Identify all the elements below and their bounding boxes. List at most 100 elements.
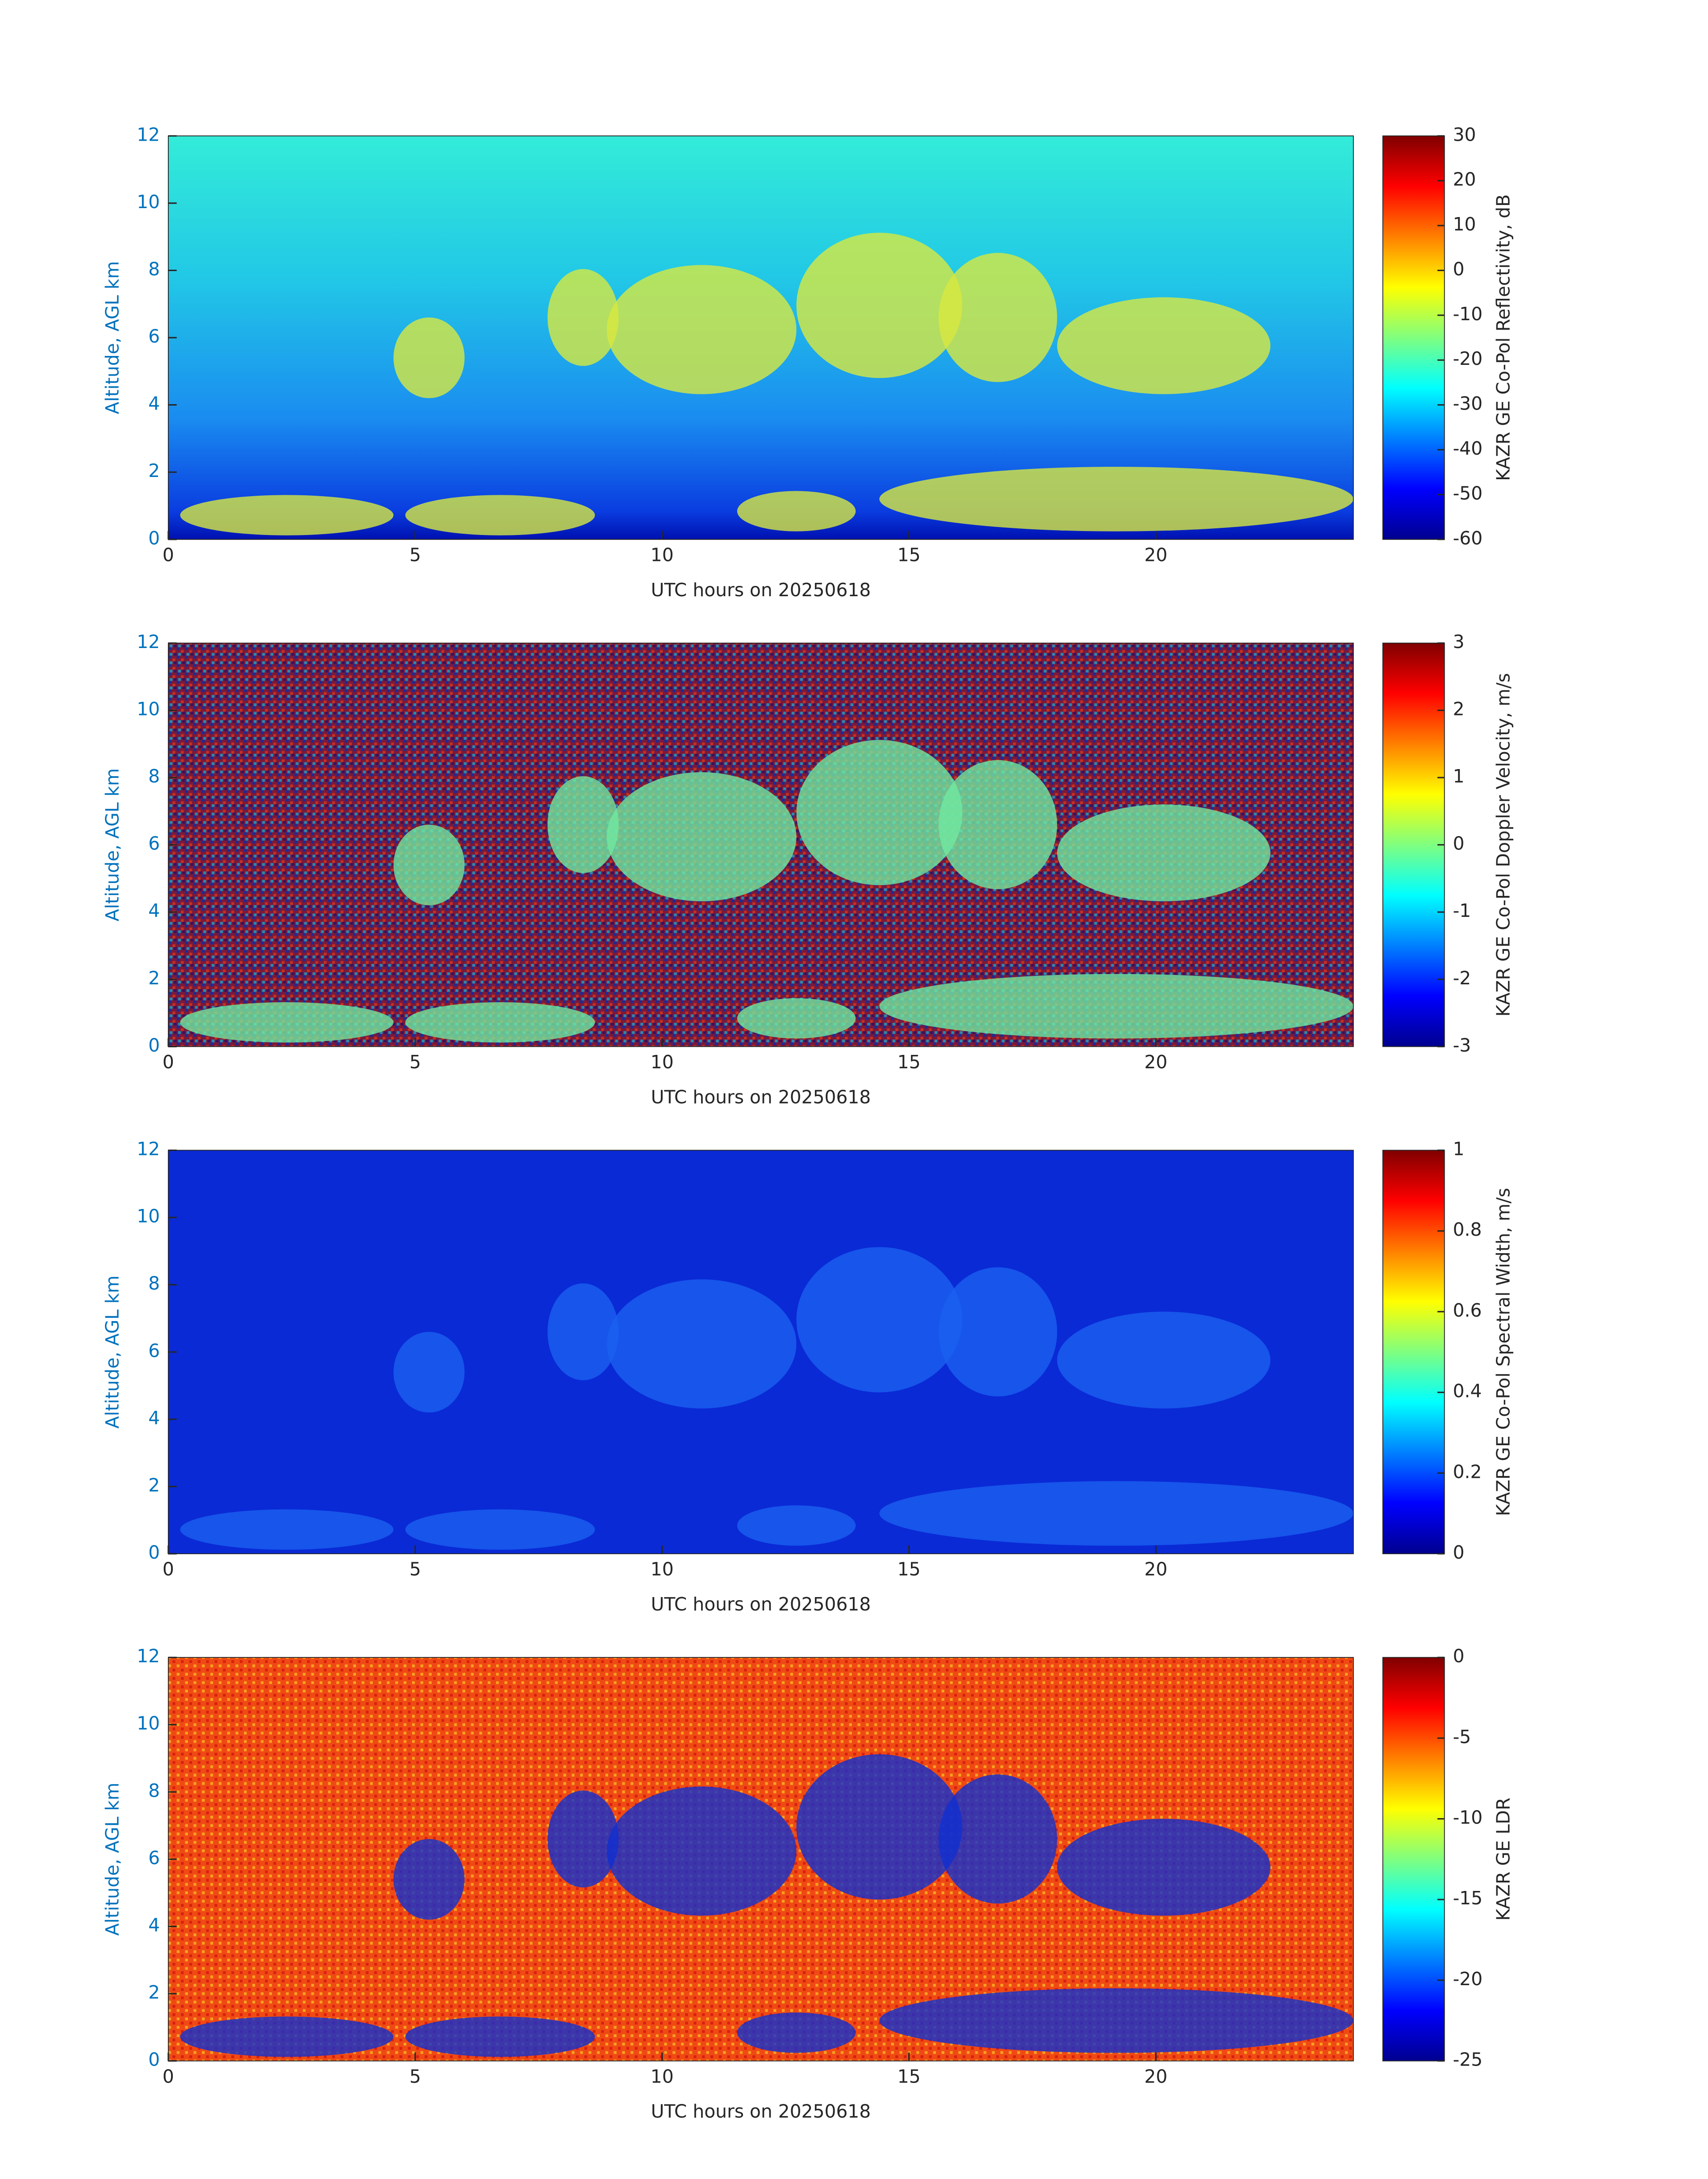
echo-region: [405, 1509, 595, 1550]
x-tick-label: 15: [898, 1559, 921, 1580]
x-tick-label: 20: [1144, 1051, 1168, 1073]
colorbar-tick-label: -10: [1453, 1807, 1483, 1828]
y-axis-label: Altitude, AGL km: [102, 768, 123, 921]
echo-region: [879, 1988, 1353, 2053]
y-tick-label: 10: [137, 1713, 160, 1734]
x-tick-label: 0: [163, 544, 174, 565]
echo-region: [879, 467, 1353, 531]
x-tick-label: 10: [651, 2066, 674, 2087]
echo-region: [737, 998, 856, 1039]
y-tick-label: 8: [148, 1273, 160, 1294]
echo-region: [547, 1283, 619, 1380]
echo-region: [1057, 1311, 1271, 1409]
echo-region: [737, 2012, 856, 2053]
colorbar-tick-label: -30: [1453, 393, 1483, 414]
x-tick-label: 5: [409, 1559, 421, 1580]
colorbar-tick-label: -1: [1453, 900, 1471, 921]
colorbar-tick-label: 30: [1453, 124, 1476, 145]
y-axis-label: Altitude, AGL km: [102, 1782, 123, 1936]
x-tick-label: 0: [163, 2066, 174, 2087]
echo-region: [938, 760, 1057, 890]
y-tick-label: 0: [148, 1542, 160, 1563]
y-tick-label: 6: [148, 326, 160, 347]
colorbar-tick-label: 0.4: [1453, 1380, 1482, 1402]
echo-region: [796, 1754, 963, 1900]
colorbar-tick-label: -50: [1453, 482, 1483, 504]
colorbar-tick-label: 0: [1453, 1645, 1465, 1667]
echo-region: [879, 1481, 1353, 1546]
echo-region: [796, 1247, 963, 1393]
echo-region: [737, 1505, 856, 1546]
colorbar: [1382, 135, 1445, 540]
colorbar-label: KAZR GE LDR: [1493, 1798, 1514, 1921]
colorbar-tick-label: 1: [1453, 1138, 1465, 1160]
colorbar-label: KAZR GE Co-Pol Doppler Velocity, m/s: [1493, 673, 1514, 1016]
y-tick-label: 6: [148, 833, 160, 854]
echo-region: [1057, 804, 1271, 902]
echo-region: [405, 2016, 595, 2057]
y-axis-label: Altitude, AGL km: [102, 261, 123, 414]
y-tick-label: 2: [148, 460, 160, 481]
echo-region: [796, 740, 963, 885]
y-tick-label: 0: [148, 1034, 160, 1056]
y-tick-label: 8: [148, 1780, 160, 1801]
echo-region: [938, 253, 1057, 382]
colorbar-tick-label: 20: [1453, 169, 1476, 190]
y-tick-label: 12: [137, 631, 160, 652]
colorbar-tick-label: 0: [1453, 1542, 1465, 1563]
x-tick-label: 10: [651, 544, 674, 565]
echo-region: [393, 317, 465, 398]
colorbar-tick-label: 0: [1453, 833, 1465, 854]
echo-region: [180, 1509, 394, 1550]
echo-region: [547, 269, 619, 366]
x-axis-label: UTC hours on 20250618: [651, 1593, 871, 1615]
colorbar: [1382, 642, 1445, 1047]
echo-region: [606, 1786, 797, 1916]
colorbar-tick-label: -10: [1453, 303, 1483, 325]
y-tick-label: 4: [148, 1407, 160, 1429]
y-tick-label: 8: [148, 258, 160, 280]
y-tick-label: 12: [137, 1138, 160, 1160]
echo-region: [606, 265, 797, 394]
echo-region: [1057, 1819, 1271, 1916]
colorbar-tick-label: -20: [1453, 348, 1483, 369]
x-tick-label: 20: [1144, 2066, 1168, 2087]
echo-region: [180, 1002, 394, 1043]
colorbar-tick-label: -60: [1453, 527, 1483, 549]
y-tick-label: 4: [148, 393, 160, 414]
echo-region: [180, 495, 394, 535]
colorbar-tick-label: 1: [1453, 765, 1465, 787]
colorbar-tick-label: 0.6: [1453, 1300, 1482, 1321]
colorbar-label: KAZR GE Co-Pol Spectral Width, m/s: [1493, 1188, 1514, 1516]
echo-region: [393, 824, 465, 906]
colorbar-label: KAZR GE Co-Pol Reflectivity, dB: [1493, 194, 1514, 481]
colorbar-tick-label: 0: [1453, 258, 1465, 280]
colorbar-tick-label: -3: [1453, 1034, 1471, 1056]
colorbar: [1382, 1657, 1445, 2062]
x-tick-label: 5: [409, 1051, 421, 1073]
echo-region: [938, 1774, 1057, 1904]
echo-region: [393, 1839, 465, 1920]
x-axis-label: UTC hours on 20250618: [651, 1086, 871, 1108]
colorbar-tick-label: 2: [1453, 698, 1465, 719]
echo-region: [606, 1279, 797, 1409]
x-tick-label: 10: [651, 1559, 674, 1580]
x-tick-label: 5: [409, 2066, 421, 2087]
colorbar-tick-label: -2: [1453, 967, 1471, 989]
echo-region: [879, 974, 1353, 1039]
y-tick-label: 2: [148, 1982, 160, 2003]
y-tick-label: 10: [137, 191, 160, 213]
colorbar-tick-label: -25: [1453, 2049, 1483, 2070]
colorbar-tick-label: 0.8: [1453, 1219, 1482, 1240]
y-tick-label: 8: [148, 765, 160, 787]
echo-region: [1057, 297, 1271, 394]
y-tick-label: 0: [148, 2049, 160, 2070]
y-tick-label: 4: [148, 900, 160, 921]
y-axis-label: Altitude, AGL km: [102, 1276, 123, 1429]
